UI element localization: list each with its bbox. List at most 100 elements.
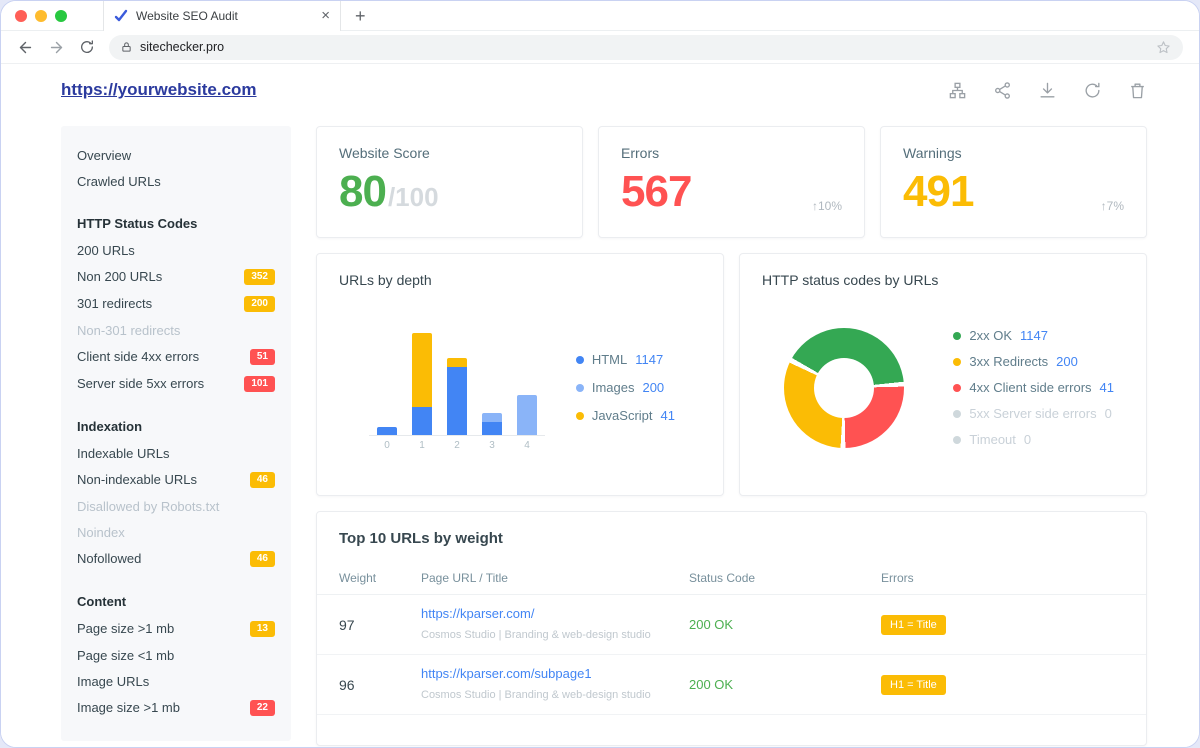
axis-tick-label: 4 xyxy=(517,440,537,451)
minimize-window-button[interactable] xyxy=(35,10,47,22)
sidebar-item-5xx-errors[interactable]: Server side 5xx errors101 xyxy=(77,370,275,397)
sidebar-item-label: Client side 4xx errors xyxy=(77,349,199,364)
browser-tab[interactable]: Website SEO Audit × xyxy=(103,1,341,31)
sidebar-item-label: Nofollowed xyxy=(77,551,141,566)
legend-item-javascript[interactable]: JavaScript 41 xyxy=(576,408,675,423)
bar xyxy=(482,413,502,435)
header-actions xyxy=(948,81,1147,100)
refresh-icon[interactable] xyxy=(79,39,95,55)
weight-cell: 97 xyxy=(339,617,421,633)
share-icon[interactable] xyxy=(993,81,1012,100)
table-title: Top 10 URLs by weight xyxy=(317,512,1146,561)
sidebar-item-non-301-redirects[interactable]: Non-301 redirects xyxy=(77,317,275,343)
sidebar-item-label: Image size >1 mb xyxy=(77,700,180,715)
warnings-card: Warnings 491 ↑7% xyxy=(880,126,1147,238)
error-badge[interactable]: H1 = Title xyxy=(881,615,946,635)
legend-label: 4xx Client side errors xyxy=(969,380,1091,395)
legend-item-timeout[interactable]: Timeout 0 xyxy=(953,432,1114,447)
column-header-weight: Weight xyxy=(339,571,421,585)
sidebar-item-page-size-lt-1mb[interactable]: Page size <1 mb xyxy=(77,642,275,668)
legend-item-5xx[interactable]: 5xx Server side errors 0 xyxy=(953,406,1114,421)
sidebar-item-non-200-urls[interactable]: Non 200 URLs352 xyxy=(77,263,275,290)
legend-item-html[interactable]: HTML 1147 xyxy=(576,352,675,367)
errors-value: 567 xyxy=(621,167,691,217)
sidebar-item-page-size-gt-1mb[interactable]: Page size >1 mb13 xyxy=(77,615,275,642)
bar xyxy=(447,358,467,435)
close-window-button[interactable] xyxy=(15,10,27,22)
sidebar-item-200-urls[interactable]: 200 URLs xyxy=(77,237,275,263)
download-icon[interactable] xyxy=(1038,81,1057,100)
sidebar-item-label: Disallowed by Robots.txt xyxy=(77,499,219,514)
errors-card: Errors 567 ↑10% xyxy=(598,126,865,238)
legend-label: 2xx OK xyxy=(969,328,1012,343)
address-bar[interactable]: sitechecker.pro xyxy=(109,35,1183,60)
sidebar-item-overview[interactable]: Overview xyxy=(77,142,275,168)
column-header-status-code: Status Code xyxy=(689,571,881,585)
legend-item-3xx[interactable]: 3xx Redirects 200 xyxy=(953,354,1114,369)
legend-label: HTML xyxy=(592,352,627,367)
tab-close-icon[interactable]: × xyxy=(321,8,330,23)
bar-chart-bars xyxy=(369,324,545,436)
zoom-window-button[interactable] xyxy=(55,10,67,22)
sitemap-icon[interactable] xyxy=(948,81,967,100)
legend-item-4xx[interactable]: 4xx Client side errors 41 xyxy=(953,380,1114,395)
trash-icon[interactable] xyxy=(1128,81,1147,100)
sidebar-item-indexable-urls[interactable]: Indexable URLs xyxy=(77,440,275,466)
legend-dot-icon xyxy=(576,384,584,392)
sidebar-item-noindex[interactable]: Noindex xyxy=(77,519,275,545)
sidebar-item-nofollowed[interactable]: Nofollowed 46 xyxy=(77,545,275,572)
sidebar-item-image-size-gt-1mb[interactable]: Image size >1 mb 22 xyxy=(77,694,275,721)
sidebar-item-non-indexable-urls[interactable]: Non-indexable URLs46 xyxy=(77,466,275,493)
stat-label: Errors xyxy=(621,145,842,161)
column-header-page-url: Page URL / Title xyxy=(421,571,689,585)
legend-item-images[interactable]: Images 200 xyxy=(576,380,675,395)
sidebar-item-301-redirects[interactable]: 301 redirects200 xyxy=(77,290,275,317)
page-url-link[interactable]: https://kparser.com/ xyxy=(421,606,689,621)
sidebar-item-label: Server side 5xx errors xyxy=(77,376,204,391)
forward-icon[interactable] xyxy=(48,39,65,56)
website-score-suffix: /100 xyxy=(388,182,439,213)
axis-tick-label: 0 xyxy=(377,440,397,451)
count-badge: 22 xyxy=(250,700,275,716)
sync-icon[interactable] xyxy=(1083,81,1102,100)
star-icon[interactable] xyxy=(1156,40,1171,55)
bar-segment xyxy=(482,422,502,435)
charts-row: URLs by depth 01234 HTML 1147 xyxy=(316,253,1147,496)
legend-value: 200 xyxy=(642,380,664,395)
status-code-cell: 200 OK xyxy=(689,617,881,632)
tab-title: Website SEO Audit xyxy=(136,9,313,23)
count-badge: 46 xyxy=(250,472,275,488)
page-header: https://yourwebsite.com xyxy=(61,80,1147,100)
sidebar-item-4xx-errors[interactable]: Client side 4xx errors51 xyxy=(77,343,275,370)
back-icon[interactable] xyxy=(17,39,34,56)
legend-value: 1147 xyxy=(635,352,663,367)
website-score-value: 80 xyxy=(339,167,386,217)
website-score-card: Website Score 80 /100 xyxy=(316,126,583,238)
legend-value: 0 xyxy=(1024,432,1031,447)
legend-dot-icon xyxy=(953,436,961,444)
urls-by-depth-card: URLs by depth 01234 HTML 1147 xyxy=(316,253,724,496)
status-code-cell: 200 OK xyxy=(689,677,881,692)
count-badge: 46 xyxy=(250,551,275,567)
tab-favicon-icon xyxy=(114,9,128,23)
table-row: 96 https://kparser.com/subpage1 Cosmos S… xyxy=(317,655,1146,715)
sidebar-item-label: 200 URLs xyxy=(77,243,135,258)
legend-value: 0 xyxy=(1105,406,1112,421)
audited-site-url[interactable]: https://yourwebsite.com xyxy=(61,80,257,100)
top-urls-table-card: Top 10 URLs by weight Weight Page URL / … xyxy=(316,511,1147,746)
legend-label: JavaScript xyxy=(592,408,653,423)
sidebar-item-image-urls[interactable]: Image URLs xyxy=(77,668,275,694)
error-badge[interactable]: H1 = Title xyxy=(881,675,946,695)
sidebar-item-disallowed-robots[interactable]: Disallowed by Robots.txt xyxy=(77,493,275,519)
sidebar-item-label: Image URLs xyxy=(77,674,149,689)
bar-segment xyxy=(412,407,432,435)
legend-item-2xx[interactable]: 2xx OK 1147 xyxy=(953,328,1114,343)
sidebar-item-label: Crawled URLs xyxy=(77,174,161,189)
page-url-link[interactable]: https://kparser.com/subpage1 xyxy=(421,666,689,681)
sidebar-section-title: HTTP Status Codes xyxy=(77,210,275,237)
sidebar-item-crawled-urls[interactable]: Crawled URLs xyxy=(77,168,275,194)
sidebar-item-label: Indexable URLs xyxy=(77,446,170,461)
legend-label: 3xx Redirects xyxy=(969,354,1048,369)
new-tab-icon[interactable]: + xyxy=(355,7,366,25)
bar-chart-ticks: 01234 xyxy=(369,436,545,451)
